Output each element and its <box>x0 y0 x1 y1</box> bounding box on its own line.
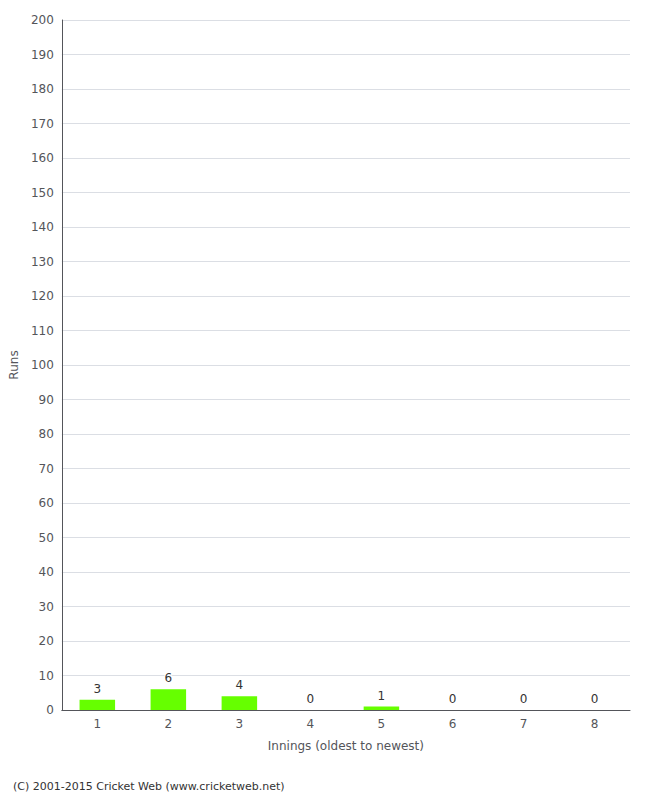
svg-text:60: 60 <box>39 496 54 510</box>
svg-text:30: 30 <box>39 600 54 614</box>
svg-text:160: 160 <box>31 151 54 165</box>
svg-text:20: 20 <box>39 634 54 648</box>
svg-text:140: 140 <box>31 220 54 234</box>
svg-text:4: 4 <box>236 678 244 692</box>
svg-text:190: 190 <box>31 48 54 62</box>
svg-text:8: 8 <box>591 717 599 731</box>
svg-text:120: 120 <box>31 289 54 303</box>
svg-text:200: 200 <box>31 13 54 27</box>
svg-text:0: 0 <box>46 703 54 717</box>
svg-text:150: 150 <box>31 186 54 200</box>
svg-text:2: 2 <box>165 717 173 731</box>
svg-text:180: 180 <box>31 82 54 96</box>
svg-text:3: 3 <box>236 717 244 731</box>
svg-text:Innings (oldest to newest): Innings (oldest to newest) <box>268 739 424 753</box>
svg-text:1: 1 <box>378 689 386 703</box>
svg-text:6: 6 <box>449 717 457 731</box>
svg-text:40: 40 <box>39 565 54 579</box>
svg-text:0: 0 <box>307 692 315 706</box>
svg-text:110: 110 <box>31 324 54 338</box>
svg-text:170: 170 <box>31 117 54 131</box>
svg-text:3: 3 <box>93 682 101 696</box>
svg-text:10: 10 <box>39 669 54 683</box>
svg-text:(C) 2001-2015 Cricket Web (www: (C) 2001-2015 Cricket Web (www.cricketwe… <box>13 780 285 793</box>
svg-text:7: 7 <box>520 717 528 731</box>
svg-text:6: 6 <box>165 671 173 685</box>
svg-text:130: 130 <box>31 255 54 269</box>
svg-text:50: 50 <box>39 531 54 545</box>
svg-text:100: 100 <box>31 358 54 372</box>
svg-text:4: 4 <box>307 717 315 731</box>
svg-text:0: 0 <box>520 692 528 706</box>
svg-text:90: 90 <box>39 393 54 407</box>
svg-text:Runs: Runs <box>7 350 21 379</box>
svg-text:70: 70 <box>39 462 54 476</box>
svg-text:5: 5 <box>378 717 386 731</box>
svg-text:0: 0 <box>449 692 457 706</box>
svg-text:1: 1 <box>93 717 101 731</box>
svg-text:80: 80 <box>39 427 54 441</box>
svg-text:0: 0 <box>591 692 599 706</box>
